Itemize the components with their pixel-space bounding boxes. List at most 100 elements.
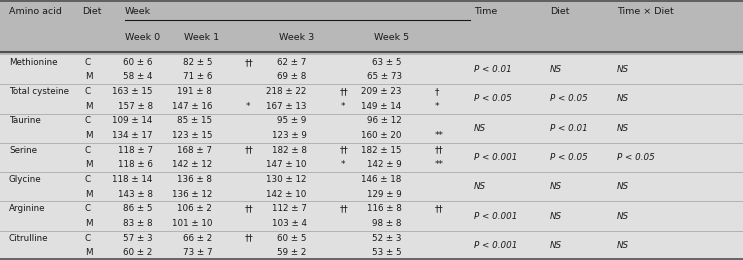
Text: M: M bbox=[85, 190, 92, 199]
Text: P < 0.05: P < 0.05 bbox=[550, 153, 588, 162]
Text: ††: †† bbox=[340, 204, 349, 213]
Text: NS: NS bbox=[617, 124, 629, 133]
Text: Diet: Diet bbox=[550, 8, 569, 16]
Text: 160 ± 20: 160 ± 20 bbox=[361, 131, 402, 140]
Text: M: M bbox=[85, 219, 92, 228]
Text: P < 0.001: P < 0.001 bbox=[474, 241, 517, 250]
Text: 86 ± 5: 86 ± 5 bbox=[123, 204, 153, 213]
Text: 157 ± 8: 157 ± 8 bbox=[117, 102, 153, 111]
Text: †: † bbox=[435, 87, 439, 96]
Bar bbox=[0, 0, 743, 55]
Text: NS: NS bbox=[617, 65, 629, 74]
Text: M: M bbox=[85, 248, 92, 257]
Text: C: C bbox=[85, 233, 91, 243]
Text: *: * bbox=[340, 160, 345, 169]
Text: M: M bbox=[85, 73, 92, 81]
Text: NS: NS bbox=[617, 212, 629, 220]
Text: NS: NS bbox=[550, 212, 562, 220]
Text: Time × Diet: Time × Diet bbox=[617, 8, 673, 16]
Text: 118 ± 7: 118 ± 7 bbox=[118, 146, 153, 155]
Text: 66 ± 2: 66 ± 2 bbox=[183, 233, 212, 243]
Text: 167 ± 13: 167 ± 13 bbox=[266, 102, 307, 111]
Text: P < 0.01: P < 0.01 bbox=[474, 65, 512, 74]
Text: ††: †† bbox=[245, 146, 254, 155]
Text: Glycine: Glycine bbox=[9, 175, 42, 184]
Text: C: C bbox=[85, 87, 91, 96]
Text: 109 ± 14: 109 ± 14 bbox=[112, 116, 153, 125]
Text: P < 0.05: P < 0.05 bbox=[550, 94, 588, 103]
Text: C: C bbox=[85, 204, 91, 213]
Text: ††: †† bbox=[340, 146, 349, 155]
Text: 182 ± 15: 182 ± 15 bbox=[361, 146, 402, 155]
Text: 116 ± 8: 116 ± 8 bbox=[367, 204, 402, 213]
Text: 218 ± 22: 218 ± 22 bbox=[266, 87, 307, 96]
Text: 142 ± 12: 142 ± 12 bbox=[172, 160, 212, 169]
Text: ††: †† bbox=[435, 204, 444, 213]
Text: P < 0.05: P < 0.05 bbox=[617, 153, 655, 162]
Text: 118 ± 6: 118 ± 6 bbox=[118, 160, 153, 169]
Text: 118 ± 14: 118 ± 14 bbox=[112, 175, 153, 184]
Text: ††: †† bbox=[245, 58, 254, 67]
Text: 146 ± 18: 146 ± 18 bbox=[361, 175, 402, 184]
Text: 60 ± 6: 60 ± 6 bbox=[123, 58, 153, 67]
Text: NS: NS bbox=[617, 94, 629, 103]
Text: NS: NS bbox=[550, 65, 562, 74]
Text: Amino acid: Amino acid bbox=[9, 8, 62, 16]
Text: 69 ± 8: 69 ± 8 bbox=[277, 73, 307, 81]
Text: ††: †† bbox=[340, 87, 349, 96]
Text: Week 5: Week 5 bbox=[374, 34, 409, 42]
Text: 149 ± 14: 149 ± 14 bbox=[362, 102, 402, 111]
Text: NS: NS bbox=[550, 241, 562, 250]
Text: NS: NS bbox=[474, 182, 486, 191]
Text: 136 ± 8: 136 ± 8 bbox=[178, 175, 212, 184]
Text: NS: NS bbox=[617, 182, 629, 191]
Text: 60 ± 2: 60 ± 2 bbox=[123, 248, 153, 257]
Text: ††: †† bbox=[245, 204, 254, 213]
Text: 57 ± 3: 57 ± 3 bbox=[123, 233, 153, 243]
Text: Arginine: Arginine bbox=[9, 204, 45, 213]
Text: 136 ± 12: 136 ± 12 bbox=[172, 190, 212, 199]
Text: 82 ± 5: 82 ± 5 bbox=[183, 58, 212, 67]
Text: Citrulline: Citrulline bbox=[9, 233, 48, 243]
Text: 147 ± 10: 147 ± 10 bbox=[266, 160, 307, 169]
Text: 53 ± 5: 53 ± 5 bbox=[372, 248, 402, 257]
Text: 98 ± 8: 98 ± 8 bbox=[372, 219, 402, 228]
Text: Week: Week bbox=[125, 8, 151, 16]
Text: *: * bbox=[340, 102, 345, 111]
Text: C: C bbox=[85, 58, 91, 67]
Text: ††: †† bbox=[245, 233, 254, 243]
Text: Total cysteine: Total cysteine bbox=[9, 87, 69, 96]
Text: P < 0.05: P < 0.05 bbox=[474, 94, 512, 103]
Text: M: M bbox=[85, 160, 92, 169]
Text: 85 ± 15: 85 ± 15 bbox=[177, 116, 212, 125]
Text: 101 ± 10: 101 ± 10 bbox=[172, 219, 212, 228]
Text: 130 ± 12: 130 ± 12 bbox=[266, 175, 307, 184]
Text: 168 ± 7: 168 ± 7 bbox=[178, 146, 212, 155]
Text: Week 0: Week 0 bbox=[125, 34, 160, 42]
Text: Week 3: Week 3 bbox=[279, 34, 314, 42]
Text: NS: NS bbox=[617, 241, 629, 250]
Text: 95 ± 9: 95 ± 9 bbox=[277, 116, 307, 125]
Text: **: ** bbox=[435, 131, 444, 140]
Text: 143 ± 8: 143 ± 8 bbox=[118, 190, 153, 199]
Text: 62 ± 7: 62 ± 7 bbox=[277, 58, 307, 67]
Text: C: C bbox=[85, 146, 91, 155]
Text: 142 ± 9: 142 ± 9 bbox=[367, 160, 402, 169]
Text: 129 ± 9: 129 ± 9 bbox=[367, 190, 402, 199]
Text: Diet: Diet bbox=[82, 8, 101, 16]
Text: P < 0.001: P < 0.001 bbox=[474, 212, 517, 220]
Text: *: * bbox=[435, 102, 439, 111]
Text: P < 0.001: P < 0.001 bbox=[474, 153, 517, 162]
Text: C: C bbox=[85, 175, 91, 184]
Text: 65 ± 73: 65 ± 73 bbox=[366, 73, 402, 81]
Text: 209 ± 23: 209 ± 23 bbox=[361, 87, 402, 96]
Text: *: * bbox=[245, 102, 250, 111]
Text: Serine: Serine bbox=[9, 146, 37, 155]
Text: M: M bbox=[85, 102, 92, 111]
Text: ††: †† bbox=[435, 146, 444, 155]
Text: 106 ± 2: 106 ± 2 bbox=[178, 204, 212, 213]
Text: Time: Time bbox=[474, 8, 497, 16]
Text: Methionine: Methionine bbox=[9, 58, 57, 67]
Text: Taurine: Taurine bbox=[9, 116, 41, 125]
Text: NS: NS bbox=[550, 182, 562, 191]
